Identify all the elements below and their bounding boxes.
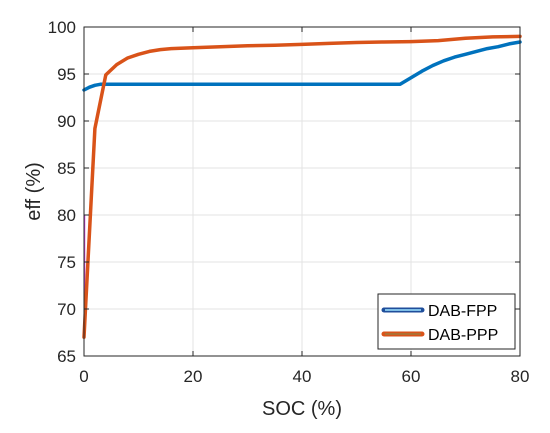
y-tick-label: 90 — [57, 112, 76, 131]
data-point-dab-fpp — [137, 82, 140, 86]
data-point-dab-fpp — [431, 64, 435, 67]
y-tick-label: 75 — [57, 253, 76, 272]
data-point-dab-ppp — [300, 42, 304, 46]
y-tick-label: 70 — [57, 300, 76, 319]
data-point-dab-ppp — [382, 40, 386, 44]
data-point-dab-fpp — [485, 47, 489, 51]
data-point-dab-fpp — [164, 82, 168, 86]
data-point-dab-fpp — [300, 82, 304, 86]
data-point-dab-fpp — [453, 55, 456, 59]
data-point-dab-ppp — [104, 73, 108, 77]
x-tick-label: 0 — [79, 367, 88, 386]
data-point-dab-fpp — [507, 42, 511, 46]
data-point-dab-ppp — [169, 47, 173, 51]
data-point-dab-fpp — [115, 82, 119, 86]
data-point-dab-fpp — [475, 50, 478, 53]
x-tick-label: 60 — [402, 367, 421, 386]
data-point-dab-fpp — [355, 82, 358, 86]
legend-box — [377, 293, 516, 350]
data-point-dab-ppp — [355, 41, 358, 44]
data-point-dab-fpp — [398, 82, 402, 86]
legend: DAB-FPP DAB-PPP — [377, 293, 516, 350]
y-tick-label: 65 — [57, 347, 76, 366]
data-point-dab-fpp — [88, 85, 91, 89]
data-point-dab-fpp — [442, 59, 446, 63]
data-point-dab-ppp — [148, 50, 151, 53]
data-point-dab-ppp — [273, 43, 277, 47]
data-point-dab-fpp — [98, 82, 102, 86]
data-point-dab-fpp — [246, 82, 249, 86]
data-point-dab-ppp — [246, 44, 249, 48]
y-tick-label: 95 — [57, 65, 76, 84]
data-point-dab-fpp — [93, 83, 97, 87]
data-point-dab-ppp — [464, 36, 467, 40]
data-point-dab-ppp — [126, 56, 129, 60]
data-point-dab-fpp — [126, 82, 129, 86]
data-point-dab-ppp — [115, 63, 119, 66]
legend-label: DAB-FPP — [428, 303, 497, 320]
data-point-dab-ppp — [409, 40, 413, 43]
x-tick-label: 20 — [184, 367, 203, 386]
data-point-dab-ppp — [218, 45, 222, 49]
x-tick-label: 80 — [511, 367, 530, 386]
series-layer — [82, 34, 522, 339]
data-point-dab-ppp — [158, 48, 162, 51]
legend-label: DAB-PPP — [428, 327, 498, 344]
y-tick-label: 85 — [57, 159, 76, 178]
axis-ticks: 0 20 40 60 80 65 70 75 80 85 90 95 100 — [48, 18, 530, 386]
data-point-dab-fpp — [496, 45, 500, 49]
data-point-dab-ppp — [137, 52, 140, 56]
x-tick-label: 40 — [293, 367, 312, 386]
y-tick-label: 100 — [48, 18, 76, 37]
data-point-dab-ppp — [191, 46, 195, 50]
y-axis-label: eff (%) — [23, 162, 45, 221]
data-point-dab-ppp — [327, 42, 331, 45]
series-line-dab-ppp — [82, 34, 522, 339]
data-point-dab-fpp — [409, 76, 413, 80]
data-point-dab-fpp — [191, 82, 195, 86]
data-point-dab-ppp — [491, 35, 495, 39]
x-axis-label: SOC (%) — [262, 398, 342, 420]
y-tick-label: 80 — [57, 206, 76, 225]
data-point-dab-fpp — [464, 52, 467, 56]
data-point-dab-ppp — [93, 127, 97, 130]
data-point-dab-ppp — [436, 39, 440, 43]
data-point-dab-fpp — [420, 69, 424, 73]
